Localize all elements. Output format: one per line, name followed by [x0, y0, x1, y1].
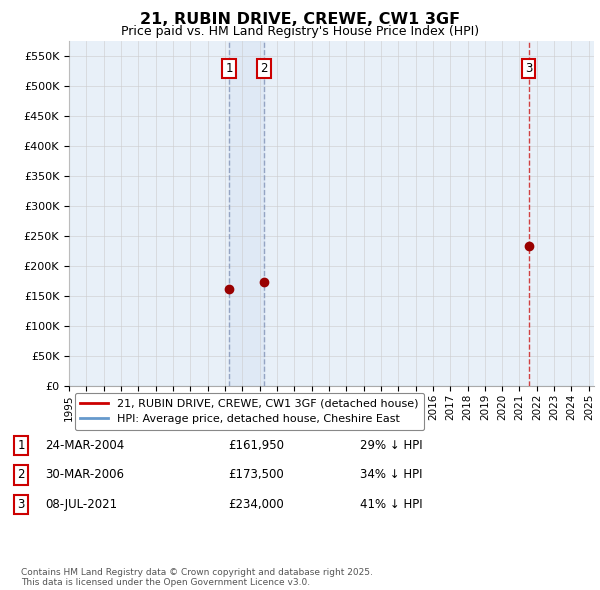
- Text: 3: 3: [17, 498, 25, 511]
- Text: Contains HM Land Registry data © Crown copyright and database right 2025.
This d: Contains HM Land Registry data © Crown c…: [21, 568, 373, 587]
- Text: £173,500: £173,500: [228, 468, 284, 481]
- Text: 41% ↓ HPI: 41% ↓ HPI: [360, 498, 422, 511]
- Text: £234,000: £234,000: [228, 498, 284, 511]
- Text: £161,950: £161,950: [228, 439, 284, 452]
- Legend: 21, RUBIN DRIVE, CREWE, CW1 3GF (detached house), HPI: Average price, detached h: 21, RUBIN DRIVE, CREWE, CW1 3GF (detache…: [74, 393, 424, 430]
- Text: 2: 2: [17, 468, 25, 481]
- Text: 08-JUL-2021: 08-JUL-2021: [45, 498, 117, 511]
- Bar: [229, 41, 264, 386]
- Text: 1: 1: [17, 439, 25, 452]
- Text: 21, RUBIN DRIVE, CREWE, CW1 3GF: 21, RUBIN DRIVE, CREWE, CW1 3GF: [140, 12, 460, 27]
- Text: 29% ↓ HPI: 29% ↓ HPI: [360, 439, 422, 452]
- Text: 30-MAR-2006: 30-MAR-2006: [45, 468, 124, 481]
- Text: 34% ↓ HPI: 34% ↓ HPI: [360, 468, 422, 481]
- Text: Price paid vs. HM Land Registry's House Price Index (HPI): Price paid vs. HM Land Registry's House …: [121, 25, 479, 38]
- Text: 3: 3: [525, 62, 532, 75]
- Text: 1: 1: [225, 62, 233, 75]
- Text: 2: 2: [260, 62, 268, 75]
- Text: 24-MAR-2004: 24-MAR-2004: [45, 439, 124, 452]
